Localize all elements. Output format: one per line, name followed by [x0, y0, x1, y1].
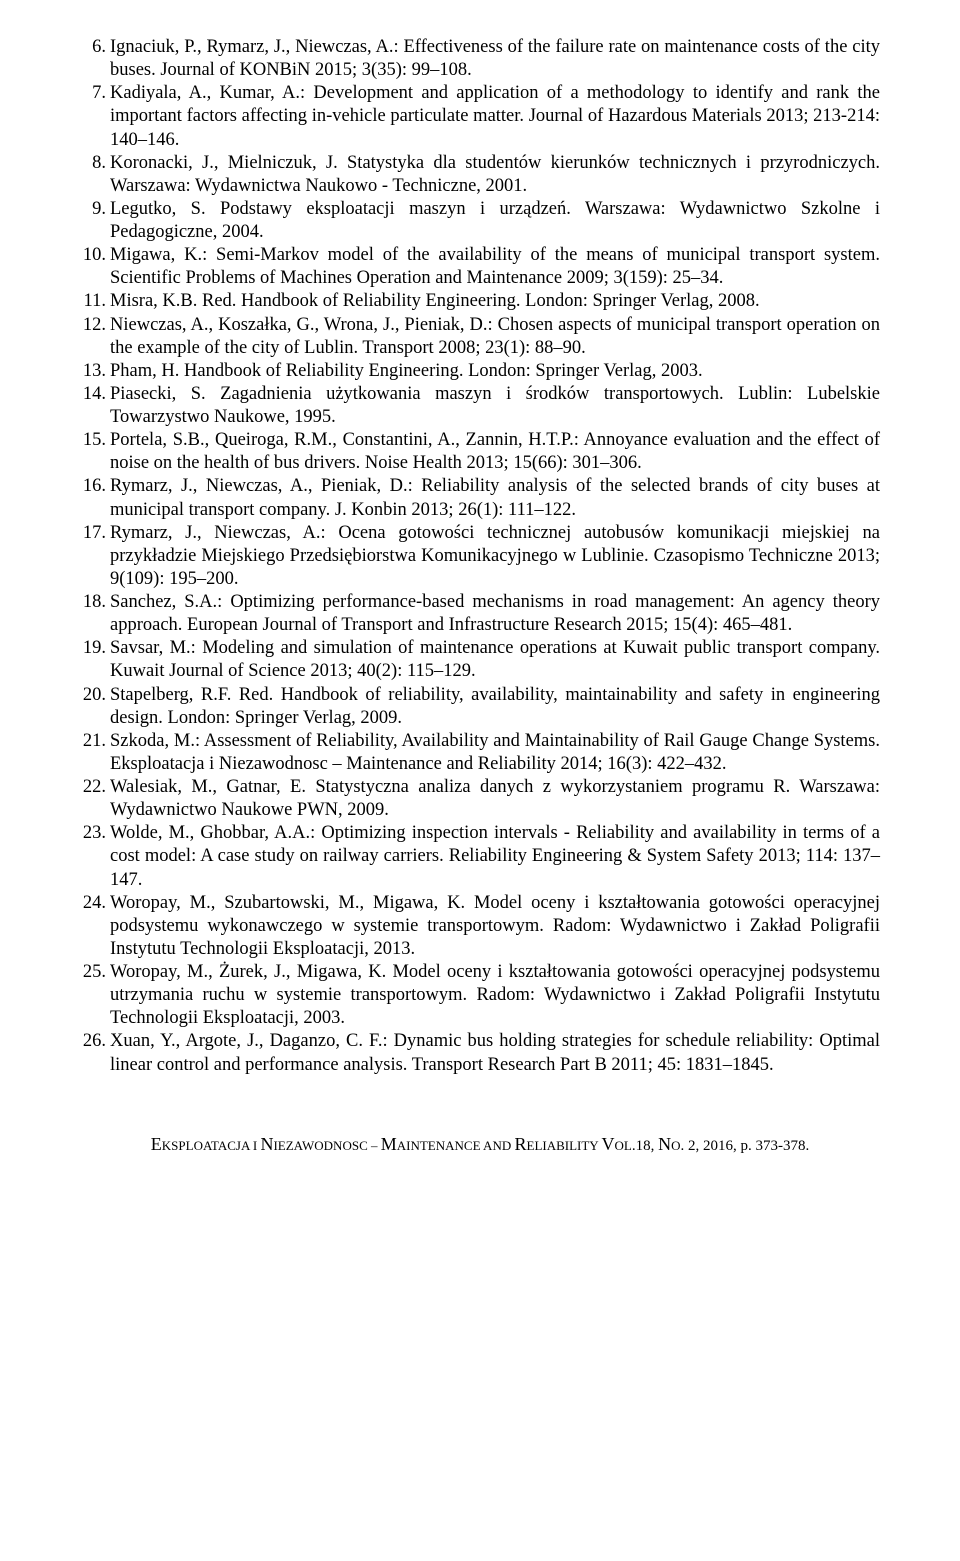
- reference-number: 25.: [80, 961, 110, 1030]
- footer-text: E: [151, 1134, 162, 1154]
- reference-item: 10.Migawa, K.: Semi-Markov model of the …: [80, 244, 880, 290]
- reference-number: 19.: [80, 637, 110, 683]
- footer-text: ELIABILITY: [527, 1138, 602, 1153]
- reference-number: 6.: [80, 36, 110, 82]
- reference-item: 8.Koronacki, J., Mielniczuk, J. Statysty…: [80, 152, 880, 198]
- footer-text: KSPLOATACJA I: [162, 1138, 261, 1153]
- reference-text: Migawa, K.: Semi-Markov model of the ava…: [110, 244, 880, 290]
- reference-item: 17.Rymarz, J., Niewczas, A.: Ocena gotow…: [80, 522, 880, 591]
- reference-item: 18.Sanchez, S.A.: Optimizing performance…: [80, 591, 880, 637]
- footer-text: IEZAWODNOSC –: [273, 1138, 380, 1153]
- footer-text: N: [260, 1134, 273, 1154]
- reference-text: Sanchez, S.A.: Optimizing performance-ba…: [110, 591, 880, 637]
- reference-number: 13.: [80, 360, 110, 383]
- reference-item: 15.Portela, S.B., Queiroga, R.M., Consta…: [80, 429, 880, 475]
- reference-item: 9.Legutko, S. Podstawy eksploatacji masz…: [80, 198, 880, 244]
- footer-text: OL: [614, 1138, 631, 1153]
- footer-text: V: [601, 1134, 614, 1154]
- reference-text: Pham, H. Handbook of Reliability Enginee…: [110, 360, 880, 383]
- reference-number: 8.: [80, 152, 110, 198]
- reference-item: 22.Walesiak, M., Gatnar, E. Statystyczna…: [80, 776, 880, 822]
- reference-text: Rymarz, J., Niewczas, A.: Ocena gotowośc…: [110, 522, 880, 591]
- page-footer: EKSPLOATACJA I NIEZAWODNOSC – MAINTENANC…: [80, 1133, 880, 1156]
- reference-text: Wolde, M., Ghobbar, A.A.: Optimizing ins…: [110, 822, 880, 891]
- reference-text: Rymarz, J., Niewczas, A., Pieniak, D.: R…: [110, 475, 880, 521]
- reference-number: 9.: [80, 198, 110, 244]
- reference-item: 20.Stapelberg, R.F. Red. Handbook of rel…: [80, 684, 880, 730]
- reference-text: Ignaciuk, P., Rymarz, J., Niewczas, A.: …: [110, 36, 880, 82]
- reference-number: 26.: [80, 1030, 110, 1076]
- reference-text: Kadiyala, A., Kumar, A.: Development and…: [110, 82, 880, 151]
- reference-number: 11.: [80, 290, 110, 313]
- reference-item: 23.Wolde, M., Ghobbar, A.A.: Optimizing …: [80, 822, 880, 891]
- reference-number: 16.: [80, 475, 110, 521]
- reference-item: 13.Pham, H. Handbook of Reliability Engi…: [80, 360, 880, 383]
- reference-number: 12.: [80, 314, 110, 360]
- reference-item: 26.Xuan, Y., Argote, J., Daganzo, C. F.:…: [80, 1030, 880, 1076]
- footer-text: AINTENANCE AND: [397, 1138, 515, 1153]
- reference-text: Legutko, S. Podstawy eksploatacji maszyn…: [110, 198, 880, 244]
- footer-text: .18,: [632, 1138, 658, 1154]
- reference-item: 24.Woropay, M., Szubartowski, M., Migawa…: [80, 892, 880, 961]
- reference-number: 7.: [80, 82, 110, 151]
- reference-item: 14.Piasecki, S. Zagadnienia użytkowania …: [80, 383, 880, 429]
- reference-text: Szkoda, M.: Assessment of Reliability, A…: [110, 730, 880, 776]
- reference-text: Stapelberg, R.F. Red. Handbook of reliab…: [110, 684, 880, 730]
- reference-number: 18.: [80, 591, 110, 637]
- reference-text: Woropay, M., Żurek, J., Migawa, K. Model…: [110, 961, 880, 1030]
- reference-text: Woropay, M., Szubartowski, M., Migawa, K…: [110, 892, 880, 961]
- footer-text: R: [514, 1134, 526, 1154]
- reference-item: 6.Ignaciuk, P., Rymarz, J., Niewczas, A.…: [80, 36, 880, 82]
- reference-number: 21.: [80, 730, 110, 776]
- reference-text: Walesiak, M., Gatnar, E. Statystyczna an…: [110, 776, 880, 822]
- reference-text: Xuan, Y., Argote, J., Daganzo, C. F.: Dy…: [110, 1030, 880, 1076]
- footer-text: M: [381, 1134, 397, 1154]
- reference-number: 22.: [80, 776, 110, 822]
- reference-text: Piasecki, S. Zagadnienia użytkowania mas…: [110, 383, 880, 429]
- reference-item: 19.Savsar, M.: Modeling and simulation o…: [80, 637, 880, 683]
- reference-text: Misra, K.B. Red. Handbook of Reliability…: [110, 290, 880, 313]
- reference-item: 11.Misra, K.B. Red. Handbook of Reliabil…: [80, 290, 880, 313]
- reference-number: 23.: [80, 822, 110, 891]
- reference-item: 12.Niewczas, A., Koszałka, G., Wrona, J.…: [80, 314, 880, 360]
- reference-text: Koronacki, J., Mielniczuk, J. Statystyka…: [110, 152, 880, 198]
- reference-item: 16.Rymarz, J., Niewczas, A., Pieniak, D.…: [80, 475, 880, 521]
- reference-item: 21.Szkoda, M.: Assessment of Reliability…: [80, 730, 880, 776]
- reference-number: 10.: [80, 244, 110, 290]
- reference-text: Savsar, M.: Modeling and simulation of m…: [110, 637, 880, 683]
- footer-text: . 2, 2016, p. 373-378.: [680, 1138, 809, 1154]
- reference-number: 15.: [80, 429, 110, 475]
- reference-item: 7.Kadiyala, A., Kumar, A.: Development a…: [80, 82, 880, 151]
- reference-number: 24.: [80, 892, 110, 961]
- reference-number: 14.: [80, 383, 110, 429]
- reference-number: 17.: [80, 522, 110, 591]
- reference-text: Niewczas, A., Koszałka, G., Wrona, J., P…: [110, 314, 880, 360]
- reference-number: 20.: [80, 684, 110, 730]
- reference-list: 6.Ignaciuk, P., Rymarz, J., Niewczas, A.…: [80, 36, 880, 1077]
- reference-item: 25.Woropay, M., Żurek, J., Migawa, K. Mo…: [80, 961, 880, 1030]
- footer-text: N: [658, 1134, 671, 1154]
- reference-text: Portela, S.B., Queiroga, R.M., Constanti…: [110, 429, 880, 475]
